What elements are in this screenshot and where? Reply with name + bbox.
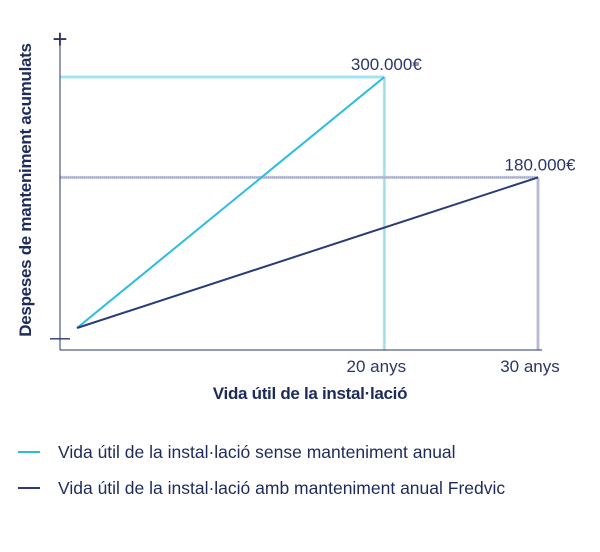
data-labels: 300.000€ 180.000€ — [351, 55, 576, 174]
guide-lines — [60, 75, 540, 350]
data-label-0: 300.000€ — [351, 55, 422, 74]
legend-label: Vida útil de la instal·lació sense mante… — [58, 442, 456, 462]
legend-item-amb-manteniment: Vida útil de la instal·lació amb manteni… — [18, 476, 588, 501]
legend-swatch — [18, 451, 40, 453]
x-axis-title: Vida útil de la instal·lació — [212, 384, 408, 403]
legend: Vida útil de la instal·lació sense mante… — [18, 440, 588, 512]
legend-swatch — [18, 487, 40, 489]
y-axis-bottom-marker: — — [50, 327, 70, 349]
x-tick-labels: 20 anys 30 anys — [347, 357, 560, 376]
axes: + — — [50, 24, 542, 351]
series-lines — [76, 76, 539, 329]
y-axis-title: Despeses de manteniment acumulats — [16, 43, 35, 337]
series-line-1 — [76, 176, 539, 329]
legend-label: Vida útil de la instal·lació amb manteni… — [58, 478, 506, 498]
data-label-1: 180.000€ — [505, 155, 576, 174]
series-line-0 — [76, 76, 385, 329]
legend-item-sense-manteniment: Vida útil de la instal·lació sense mante… — [18, 440, 588, 465]
chart-area: + — 300.000€ 180.000€ 20 anys 30 anys — [50, 24, 576, 376]
x-tick-label-1: 30 anys — [500, 357, 560, 376]
x-tick-label-0: 20 anys — [347, 357, 407, 376]
y-axis-top-marker: + — [52, 24, 67, 54]
y-axis-title-wrap: Despeses de manteniment acumulats — [8, 30, 44, 350]
